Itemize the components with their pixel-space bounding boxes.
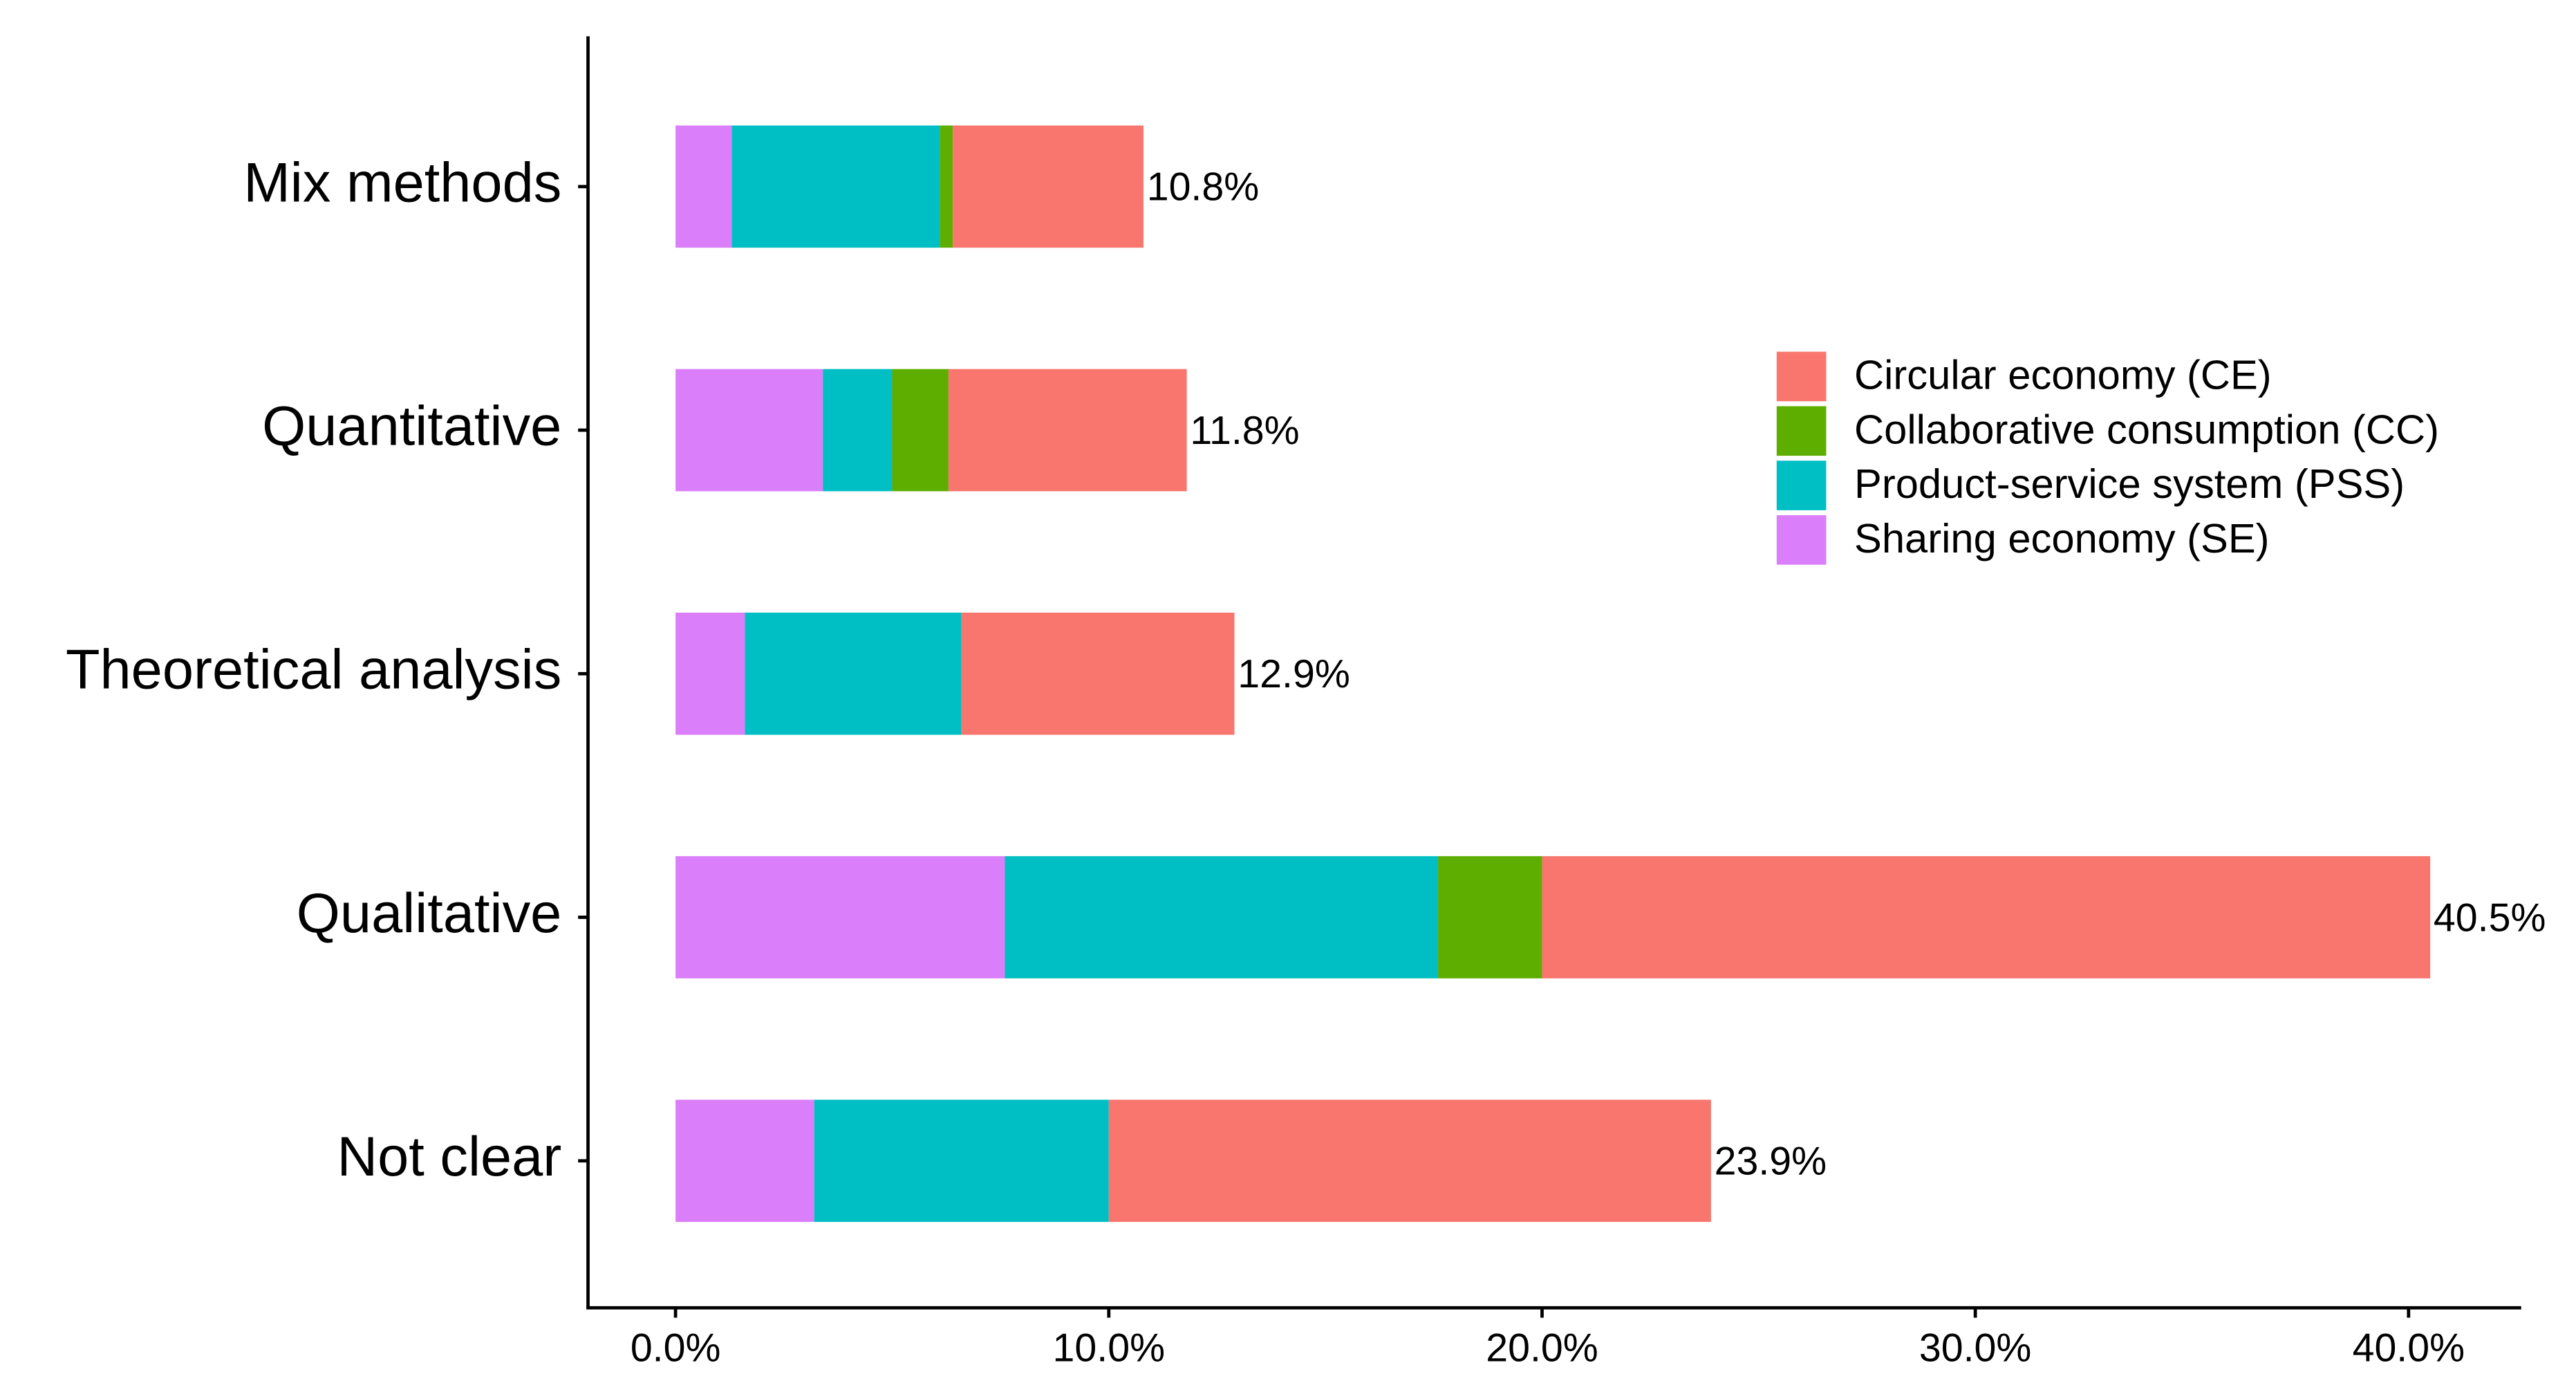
total-label: 10.8%	[1147, 165, 1259, 210]
bar-segment	[948, 369, 1187, 492]
bar-segment	[1438, 856, 1542, 978]
bar-segment	[1005, 856, 1439, 978]
bar-segment	[940, 125, 953, 248]
x-tick-label: 20.0%	[1486, 1326, 1598, 1370]
bar-segment	[814, 1099, 1109, 1223]
bar-segment	[961, 612, 1235, 735]
legend-key	[1776, 515, 1827, 565]
bar-segment	[823, 369, 893, 492]
bar-segment	[675, 125, 732, 248]
legend-label: Product-service system (PSS)	[1854, 461, 2405, 507]
total-label: 11.8%	[1190, 409, 1299, 453]
total-label: 23.9%	[1715, 1140, 1827, 1184]
legend-label: Collaborative consumption (CC)	[1854, 406, 2439, 452]
total-label: 40.5%	[2434, 895, 2546, 940]
x-tick-label: 10.0%	[1053, 1326, 1165, 1370]
x-tick-label: 0.0%	[631, 1326, 721, 1370]
legend-label: Sharing economy (SE)	[1854, 515, 2269, 562]
y-tick-label: Qualitative	[297, 882, 562, 945]
bar-segment	[745, 612, 962, 735]
bar-segment	[675, 856, 1005, 978]
legend-label: Circular economy (CE)	[1854, 352, 2272, 398]
bar-segment	[892, 369, 949, 492]
bar-segment	[1542, 856, 2431, 978]
y-tick-label: Theoretical analysis	[66, 639, 561, 701]
bar-segment	[731, 125, 940, 248]
legend-key	[1776, 351, 1827, 402]
total-label: 12.9%	[1238, 652, 1350, 696]
y-tick-label: Not clear	[337, 1126, 562, 1188]
bar-segment	[675, 369, 823, 492]
y-tick-label: Mix methods	[243, 151, 561, 214]
y-tick-label: Quantitative	[262, 395, 561, 457]
bar-segment	[675, 612, 745, 735]
x-tick-label: 40.0%	[2353, 1326, 2465, 1370]
x-tick-label: 30.0%	[1919, 1326, 2031, 1370]
bar-segment	[1108, 1099, 1711, 1223]
legend-key	[1776, 461, 1827, 510]
legend-key	[1776, 406, 1827, 456]
bar-segment	[675, 1099, 814, 1223]
bar-segment	[953, 125, 1144, 248]
